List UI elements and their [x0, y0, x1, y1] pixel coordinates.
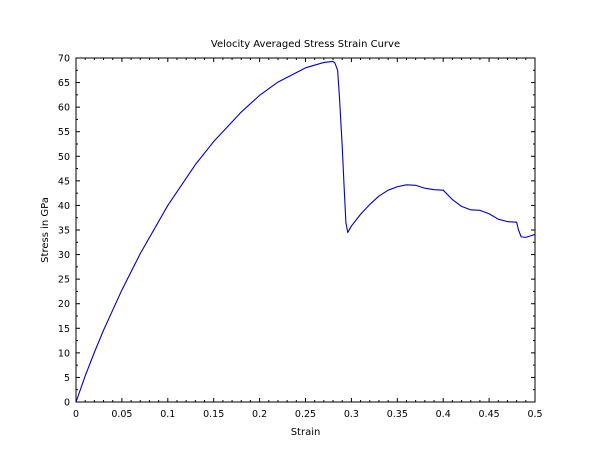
y-tick-label: 20 [58, 299, 70, 310]
y-tick-label: 35 [58, 226, 70, 237]
y-tick-label: 5 [64, 373, 70, 384]
y-tick-label: 70 [58, 54, 70, 65]
y-tick-label: 50 [58, 152, 70, 163]
x-tick-label: 0.15 [203, 409, 224, 420]
x-tick-label: 0.3 [344, 409, 359, 420]
plot-area [75, 57, 536, 403]
y-tick-label: 15 [58, 324, 70, 335]
tick-labels: 0 0.05 0.1 0.15 0.2 0.25 0.3 0.35 0.4 0.45 0.5 0 5 10… [58, 54, 543, 421]
x-tick-label: 0.5 [527, 409, 542, 420]
x-tick-label: 0.2 [252, 409, 267, 420]
axis-ticks [75, 57, 536, 403]
x-tick-label: 0.45 [479, 409, 500, 420]
y-tick-label: 45 [58, 176, 70, 187]
stress-strain-line [75, 60, 536, 403]
chart-title: Velocity Averaged Stress Strain Curve [211, 39, 400, 50]
x-tick-label: 0.05 [111, 409, 132, 420]
x-tick-label: 0.1 [160, 409, 175, 420]
x-axis-label: Strain [291, 427, 321, 438]
x-tick-label: 0.4 [436, 409, 451, 420]
y-axis-label: Stress in GPa [40, 197, 51, 263]
x-tick-label: 0.25 [295, 409, 316, 420]
y-tick-label: 30 [58, 250, 70, 261]
x-tick-label: 0 [73, 409, 79, 420]
y-tick-label: 55 [58, 127, 70, 138]
y-tick-label: 0 [64, 398, 70, 409]
y-tick-label: 10 [58, 348, 70, 359]
y-tick-label: 65 [58, 78, 70, 89]
y-tick-label: 40 [58, 201, 70, 212]
y-tick-label: 25 [58, 275, 70, 286]
y-tick-label: 60 [58, 103, 70, 114]
x-tick-label: 0.35 [387, 409, 408, 420]
